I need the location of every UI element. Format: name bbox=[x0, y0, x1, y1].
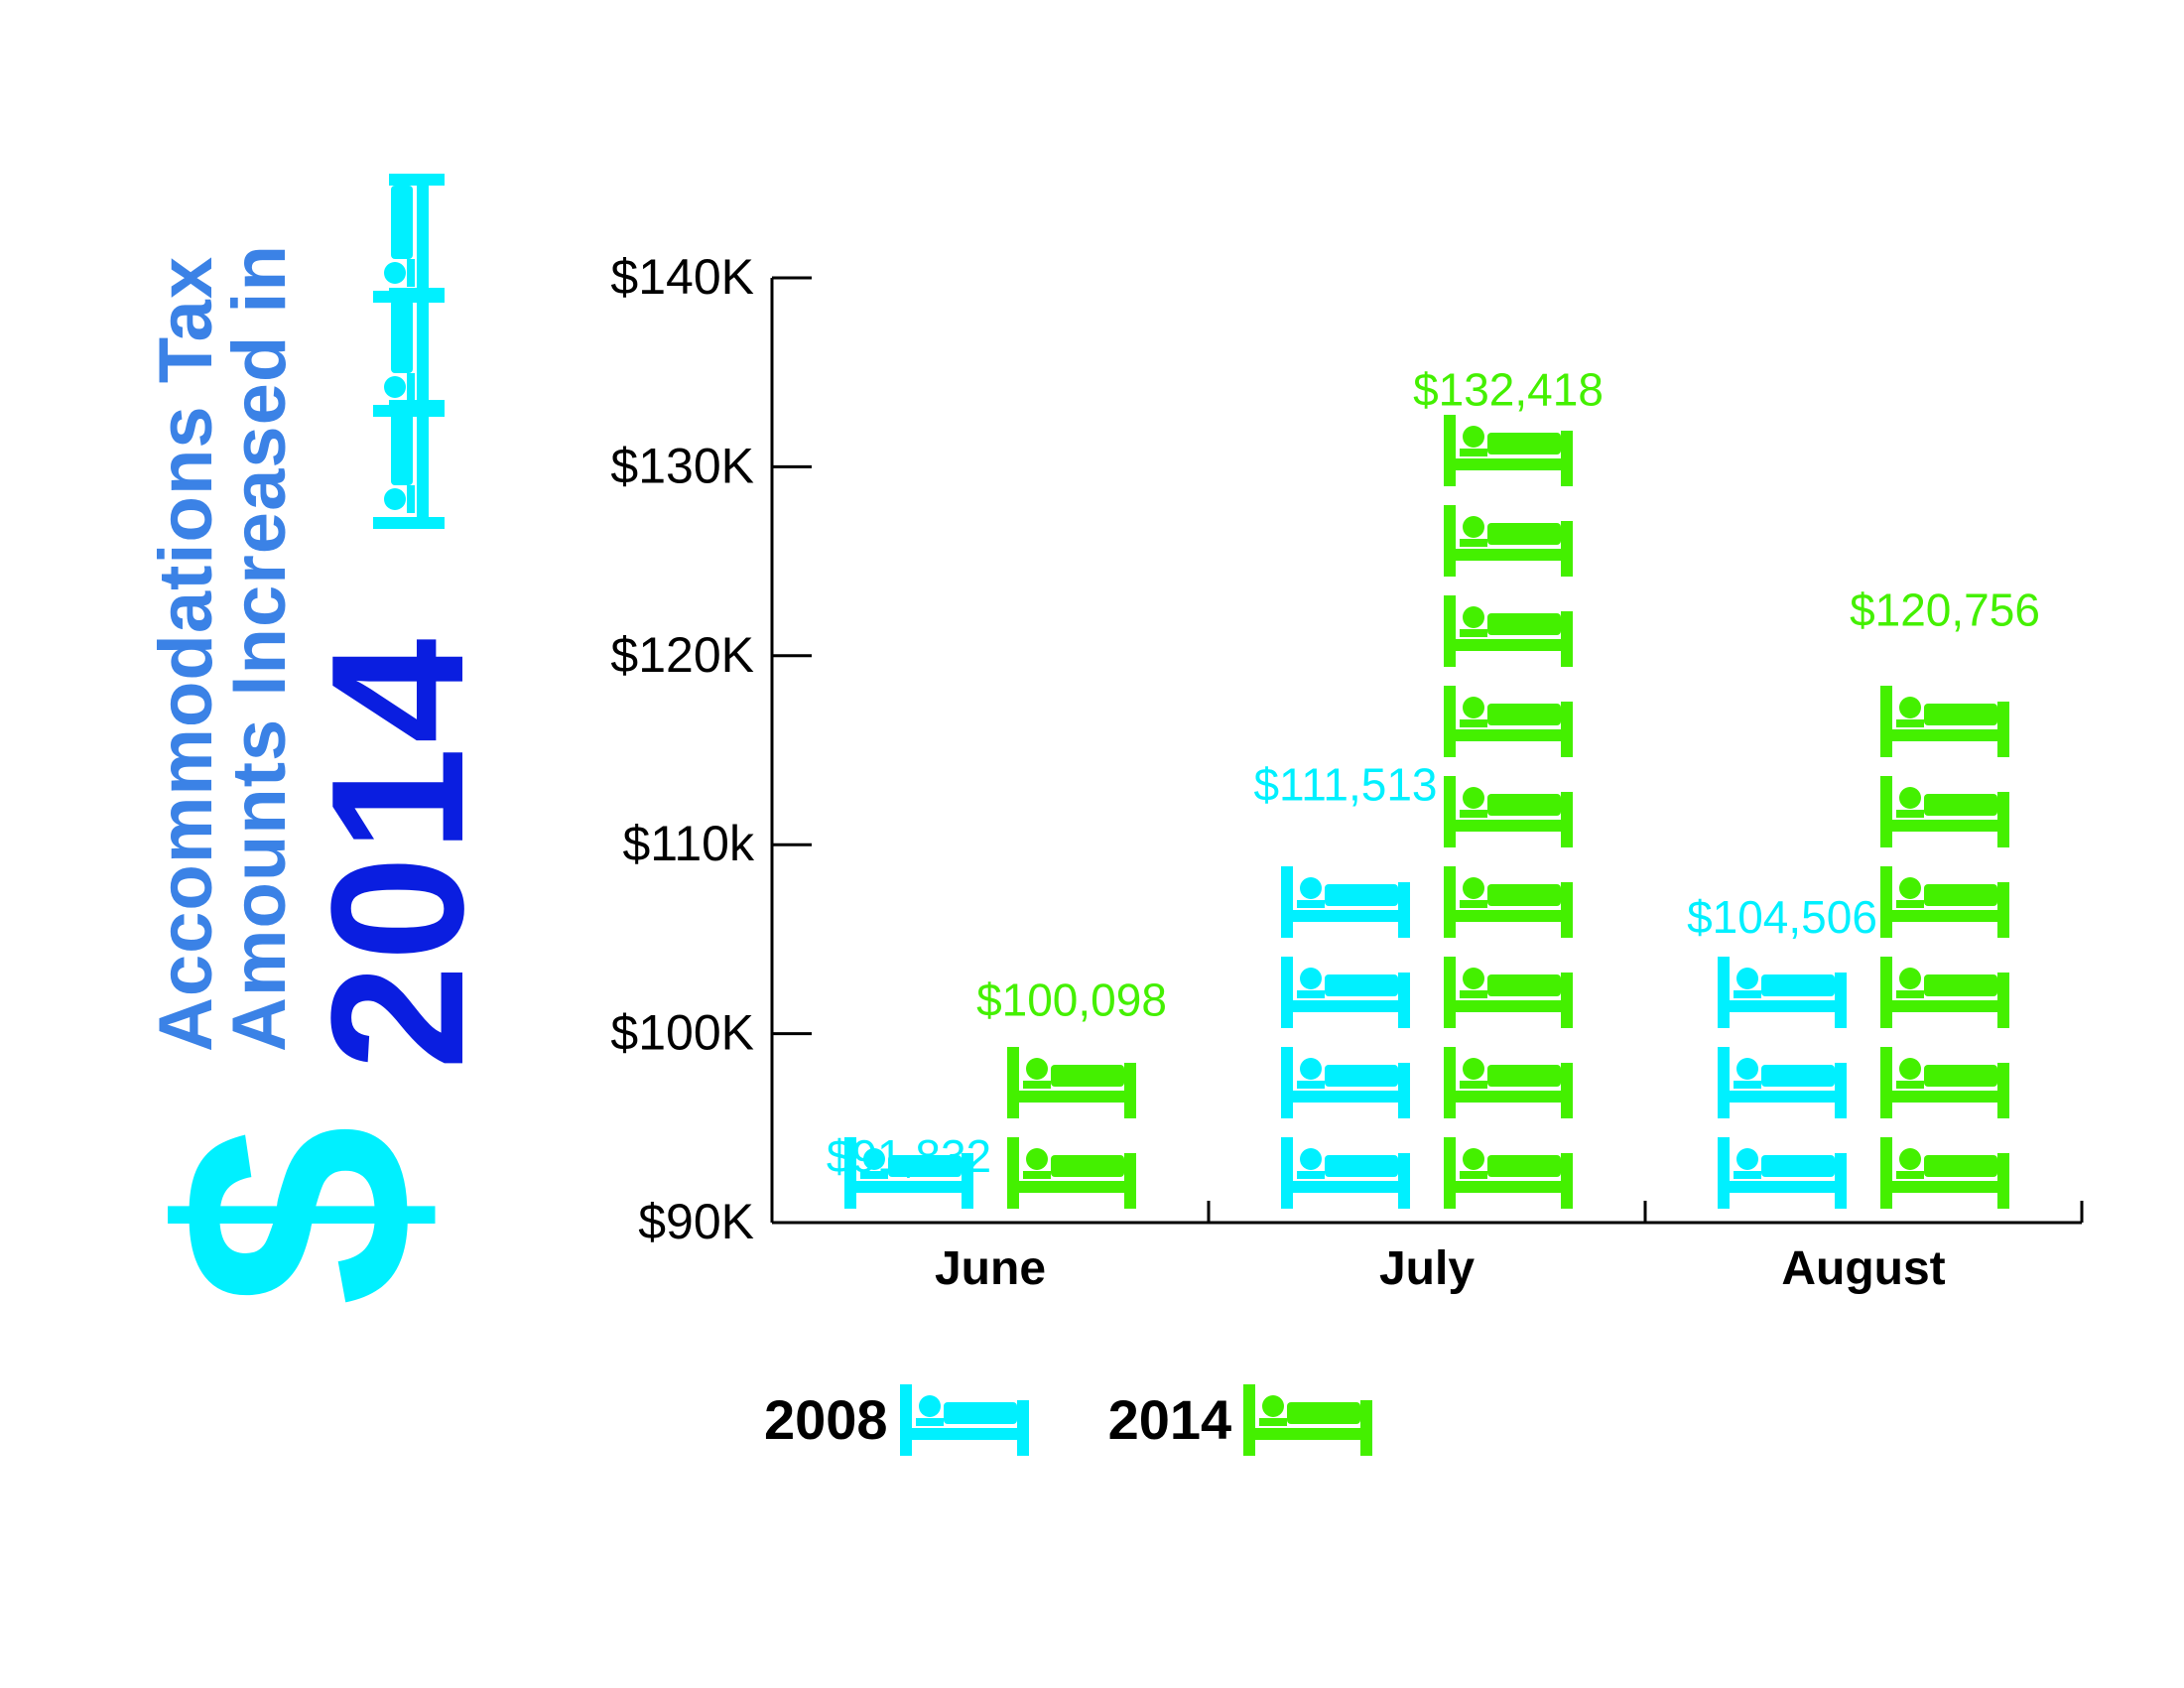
bar-2014-june bbox=[1007, 1047, 1136, 1209]
bed-icon bbox=[1243, 1384, 1373, 1456]
bed-icon bbox=[1281, 957, 1410, 1028]
legend-label-2008: 2008 bbox=[764, 1387, 888, 1451]
bar-2008-august bbox=[1718, 957, 1847, 1209]
bed-icon bbox=[844, 1137, 973, 1209]
bed-icon bbox=[1444, 957, 1573, 1028]
bar-2008-june bbox=[844, 1137, 973, 1209]
data-label: $132,418 bbox=[1413, 363, 1604, 415]
y-tick-label: $140K bbox=[610, 249, 754, 305]
bed-icon bbox=[1281, 866, 1410, 938]
y-tick-label: $110k bbox=[622, 816, 755, 871]
title-block: Accommodations Tax Amounts Increased in … bbox=[0, 0, 516, 1389]
data-label: $91,832 bbox=[827, 1130, 991, 1182]
bed-icon bbox=[1718, 1047, 1847, 1118]
bed-icon bbox=[1444, 415, 1573, 486]
data-label: $100,098 bbox=[976, 974, 1167, 1026]
bed-icon bbox=[1444, 1137, 1573, 1209]
legend-label-2014: 2014 bbox=[1107, 1387, 1232, 1451]
data-label: $111,513 bbox=[1253, 758, 1437, 810]
bed-icon bbox=[1718, 1137, 1847, 1209]
y-tick-label: $120K bbox=[610, 627, 754, 683]
bed-icon bbox=[899, 1384, 1029, 1456]
bed-icon bbox=[1007, 1137, 1136, 1209]
data-label: $120,756 bbox=[1850, 584, 2040, 635]
legend-item-2014: 2014 bbox=[1108, 1376, 1373, 1462]
y-tick-label: $100K bbox=[610, 1005, 754, 1061]
bar-2008-july bbox=[1281, 866, 1410, 1209]
bed-icon bbox=[1444, 1047, 1573, 1118]
bed-icon bbox=[1444, 866, 1573, 938]
bar-2014-july bbox=[1444, 415, 1573, 1209]
y-tick-label: $90K bbox=[638, 1194, 754, 1249]
bed-icon bbox=[1281, 1137, 1410, 1209]
bed-icon bbox=[1880, 686, 2009, 757]
bed-icon bbox=[1880, 1137, 2009, 1209]
bed-icon bbox=[1444, 776, 1573, 847]
bed-icon bbox=[1007, 1047, 1136, 1118]
legend-item-2008: 2008 bbox=[764, 1376, 1029, 1462]
bar-2014-august bbox=[1880, 686, 2009, 1209]
bed-icon bbox=[1880, 1047, 2009, 1118]
bed-icon bbox=[1880, 866, 2009, 938]
bed-icon bbox=[1718, 957, 1847, 1028]
bed-icon bbox=[1243, 1384, 1373, 1456]
x-tick-label: June bbox=[935, 1242, 1046, 1295]
data-label: $104,506 bbox=[1687, 891, 1877, 943]
bed-icon bbox=[899, 1384, 1029, 1456]
bed-icon bbox=[373, 400, 445, 529]
y-tick-label: $130K bbox=[610, 438, 754, 493]
x-tick-label: August bbox=[1781, 1242, 1945, 1295]
bed-icon bbox=[1880, 776, 2009, 847]
bed-icon bbox=[1444, 595, 1573, 667]
bed-icon bbox=[1880, 957, 2009, 1028]
x-tick-label: July bbox=[1379, 1242, 1475, 1295]
title-bed-icons bbox=[373, 174, 445, 529]
bed-icon bbox=[1444, 505, 1573, 577]
bed-icon bbox=[1281, 1047, 1410, 1118]
legend: 2008 2014 bbox=[764, 1379, 1452, 1459]
bed-icon bbox=[1444, 686, 1573, 757]
